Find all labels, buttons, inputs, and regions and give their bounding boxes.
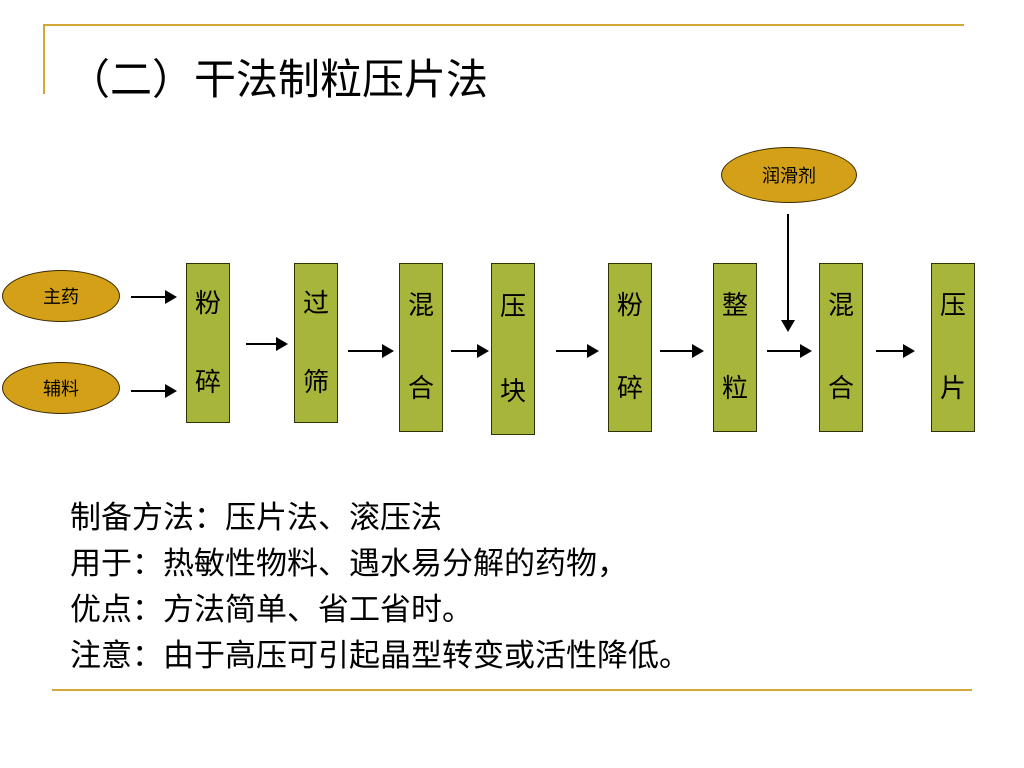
arrow-main-drug-to-crush [131,290,177,304]
step-char: 合 [407,374,434,405]
step-char: 粒 [721,374,748,405]
note-advantage: 优点：方法简单、省工省时。 [70,592,473,628]
arrow-step-6-7 [767,344,812,358]
step-mix-2: 混 合 [819,263,863,432]
step-char: 粉 [194,288,221,319]
footer-rule [52,689,972,691]
step-crush-1: 粉 碎 [186,263,230,423]
arrow-step-7-8 [876,344,915,358]
notes-block: 制备方法：压片法、滚压法 用于：热敏性物料、遇水易分解的药物， 优点：方法简单、… [70,495,690,679]
arrow-step-2-3 [348,344,394,358]
arrow-step-4-5 [556,344,599,358]
step-granulate: 整 粒 [713,263,757,432]
step-char: 过 [302,288,329,319]
input-oval-excipient: 辅料 [2,362,120,414]
step-char: 混 [827,290,854,321]
arrow-step-5-6 [660,344,704,358]
arrow-lubricant-down [781,214,795,332]
step-char: 碎 [194,367,221,398]
step-char: 碎 [616,374,643,405]
step-char: 合 [827,374,854,405]
step-char: 片 [939,374,966,405]
arrow-excipient-to-crush [131,384,177,398]
step-char: 块 [499,376,526,407]
slide-title: （二）干法制粒压片法 [68,55,489,104]
additive-oval-lubricant: 润滑剂 [721,147,857,203]
step-crush-2: 粉 碎 [608,263,652,432]
step-char: 整 [721,290,748,321]
note-method: 制备方法：压片法、滚压法 [70,500,442,536]
note-caution: 注意：由于高压可引起晶型转变或活性降低。 [70,638,690,674]
step-char: 粉 [616,290,643,321]
header-top-rule [43,24,964,26]
input-oval-main-drug: 主药 [2,270,120,322]
arrow-step-1-2 [246,337,288,351]
note-usage: 用于：热敏性物料、遇水易分解的药物， [70,546,628,582]
step-mix-1: 混 合 [399,263,443,432]
header-left-rule [43,24,45,94]
step-char: 压 [939,290,966,321]
step-compress-block: 压 块 [491,263,535,435]
arrow-step-3-4 [451,344,489,358]
step-sieve: 过 筛 [294,263,338,423]
step-char: 压 [499,291,526,322]
step-tablet: 压 片 [931,263,975,432]
step-char: 筛 [302,367,329,398]
step-char: 混 [407,290,434,321]
